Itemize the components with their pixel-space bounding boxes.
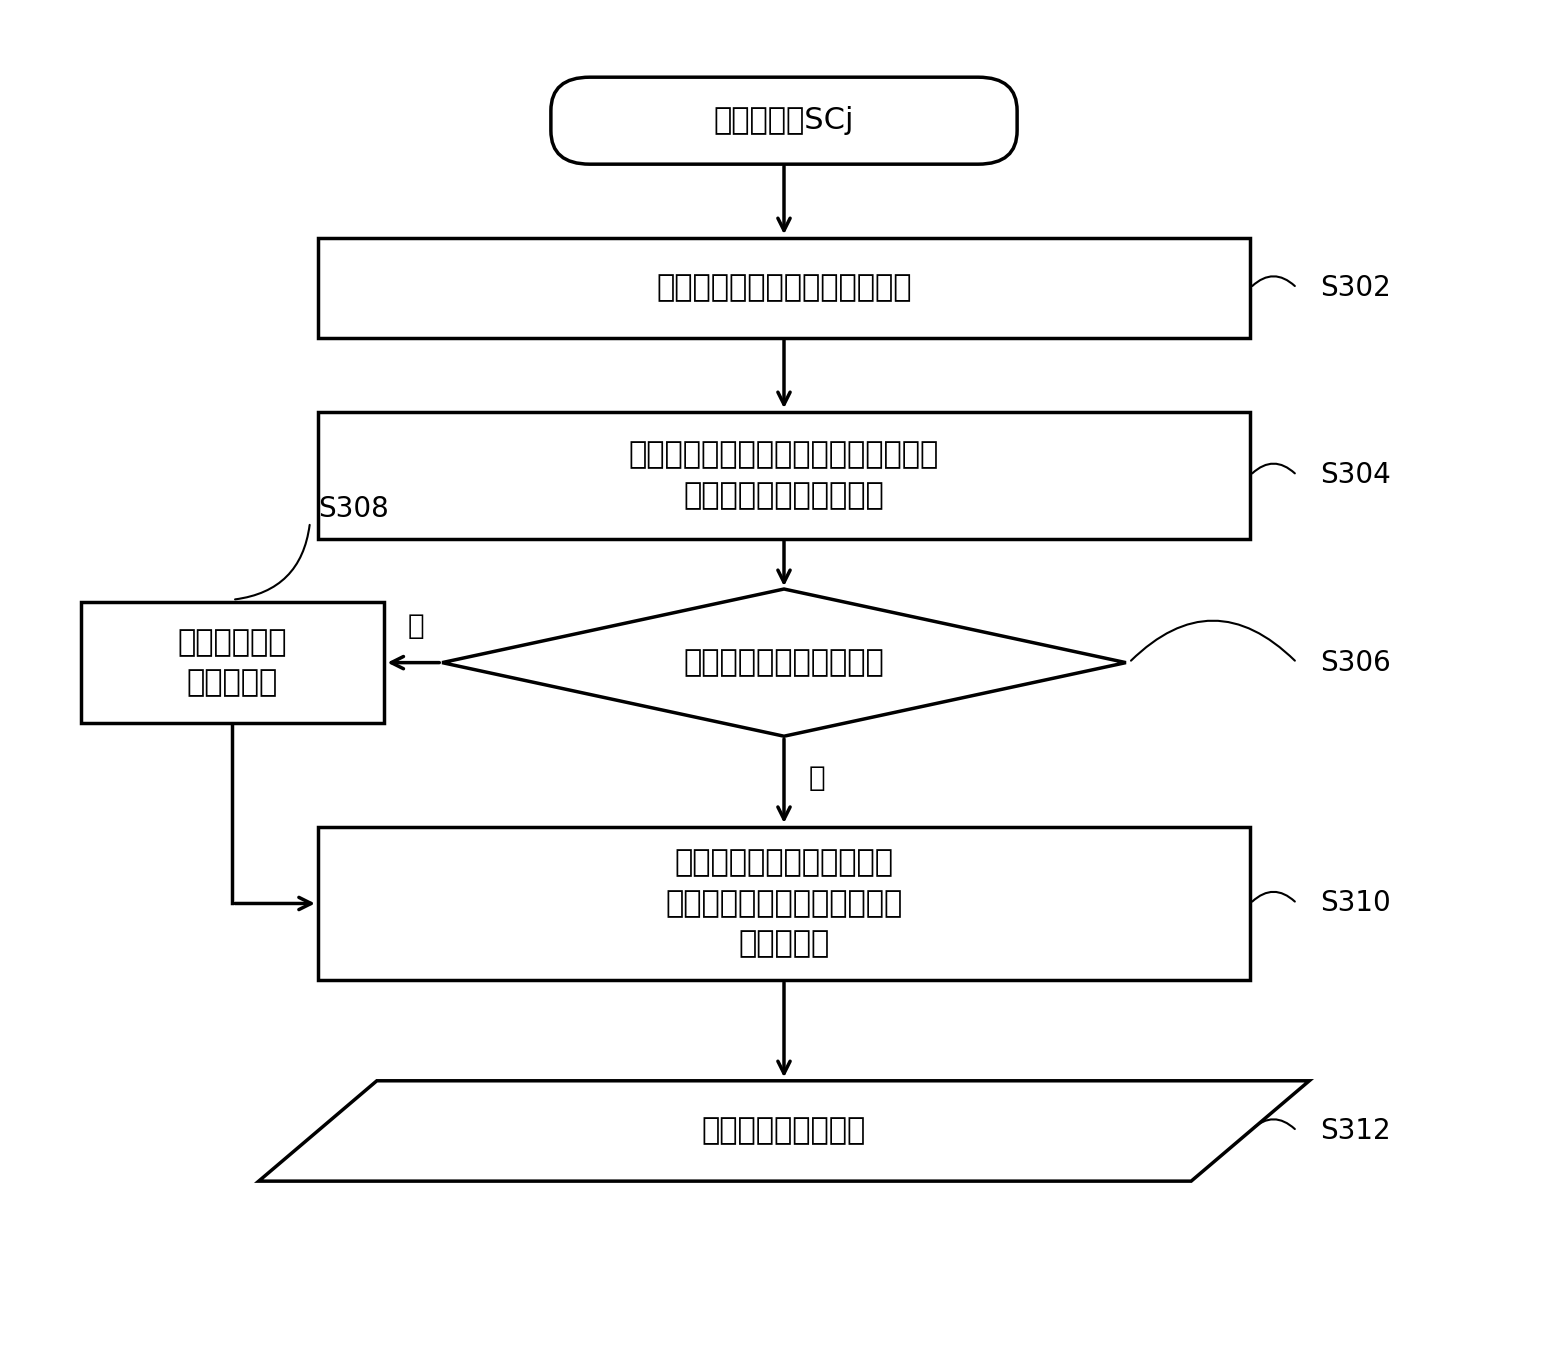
Polygon shape: [259, 1080, 1309, 1182]
Bar: [318, 238, 1250, 338]
Text: S306: S306: [1320, 649, 1391, 676]
Text: 保留因果关系网相连顶点间权值最大的
有向边以简化因果关系网: 保留因果关系网相连顶点间权值最大的 有向边以简化因果关系网: [629, 441, 939, 510]
FancyBboxPatch shape: [550, 77, 1018, 164]
Text: 因果关系网是否存在环路: 因果关系网是否存在环路: [684, 648, 884, 677]
Text: S304: S304: [1320, 461, 1391, 489]
Text: S308: S308: [318, 495, 389, 523]
Polygon shape: [442, 589, 1126, 737]
Text: 是: 是: [408, 612, 423, 639]
Text: S302: S302: [1320, 274, 1391, 301]
Text: S312: S312: [1320, 1117, 1391, 1145]
Text: 否: 否: [809, 764, 825, 792]
Text: 删除环路中权
值最小的边: 删除环路中权 值最小的边: [177, 627, 287, 698]
Text: 获取因果关联路径簇: 获取因果关联路径簇: [702, 1117, 866, 1145]
Text: 事件序列簇SCj: 事件序列簇SCj: [713, 107, 855, 135]
Text: S310: S310: [1320, 890, 1391, 918]
Bar: [318, 412, 1250, 539]
Text: 形成一棵或多棵因果关系树
后，从根节点按权值最大遍历
因果关系树: 形成一棵或多棵因果关系树 后，从根节点按权值最大遍历 因果关系树: [665, 849, 903, 959]
Text: 根据事件序列簇构建因果关系网: 根据事件序列簇构建因果关系网: [657, 273, 911, 303]
Bar: [318, 826, 1250, 980]
Bar: [82, 603, 384, 723]
